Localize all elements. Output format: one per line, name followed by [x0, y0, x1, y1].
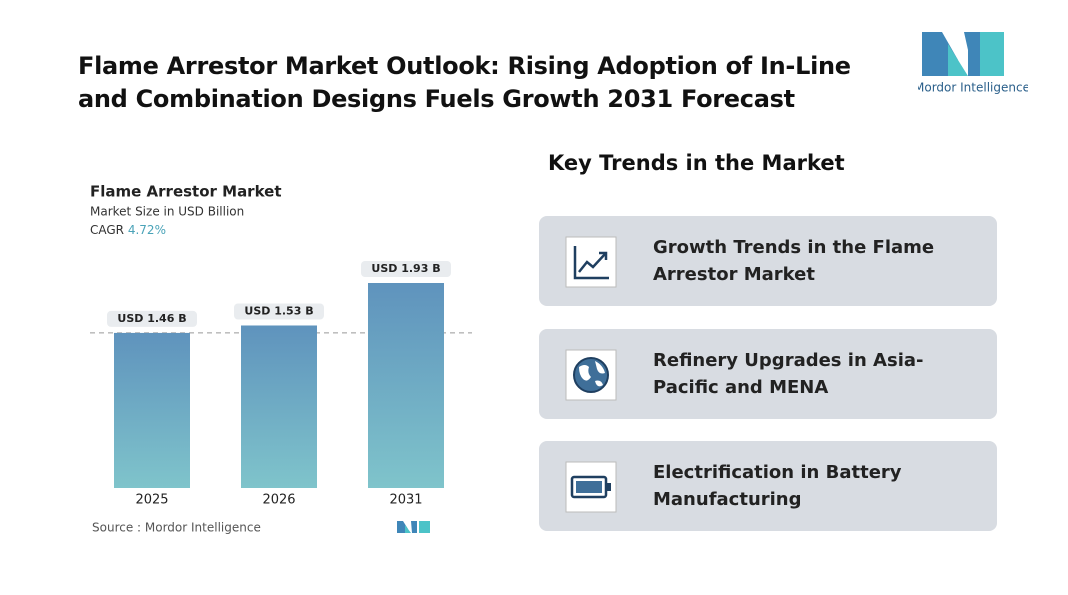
chart: Flame Arrestor Market Market Size in USD… — [90, 183, 472, 535]
logo: Mordor Intelligence — [918, 32, 1028, 95]
trend-card: Refinery Upgrades in Asia-Pacific and ME… — [539, 329, 997, 419]
value-label: USD 1.93 B — [371, 262, 440, 275]
bar — [114, 332, 190, 488]
trend-text: Growth Trends in the Flame Arrestor Mark… — [653, 237, 935, 285]
cagr-label: CAGR — [90, 223, 124, 237]
value-label: USD 1.46 B — [117, 312, 186, 325]
logo-text: Mordor Intelligence — [918, 81, 1028, 95]
trend-card: Electrification in Battery Manufacturing — [539, 441, 997, 531]
trend-icon — [565, 461, 617, 513]
bar — [241, 325, 317, 488]
trends-title: Key Trends in the Market — [548, 151, 845, 175]
chart-title: Flame Arrestor Market — [90, 183, 282, 201]
x-tick-label: 2031 — [389, 493, 422, 508]
x-tick-label: 2025 — [135, 493, 168, 508]
trend-text: Refinery Upgrades in Asia-Pacific and ME… — [653, 350, 924, 398]
value-label-bg — [107, 310, 197, 327]
value-label-bg — [234, 303, 324, 320]
trend-icon — [565, 236, 617, 288]
small-logo — [397, 521, 430, 533]
page-title: Flame Arrestor Market Outlook: Rising Ad… — [78, 52, 851, 113]
source: Source : Mordor Intelligence — [92, 521, 261, 535]
value-label-bg — [361, 261, 451, 277]
trend-icon — [565, 349, 617, 401]
value-label: USD 1.53 B — [244, 304, 313, 317]
trend-text: Electrification in Battery Manufacturing — [653, 462, 902, 510]
cagr-value: 4.72% — [128, 223, 166, 237]
bar — [368, 283, 444, 488]
trend-card: Growth Trends in the Flame Arrestor Mark… — [539, 216, 997, 306]
x-tick-label: 2026 — [262, 493, 295, 508]
cagr: CAGR 4.72% — [90, 223, 166, 237]
chart-subtitle: Market Size in USD Billion — [90, 205, 244, 219]
